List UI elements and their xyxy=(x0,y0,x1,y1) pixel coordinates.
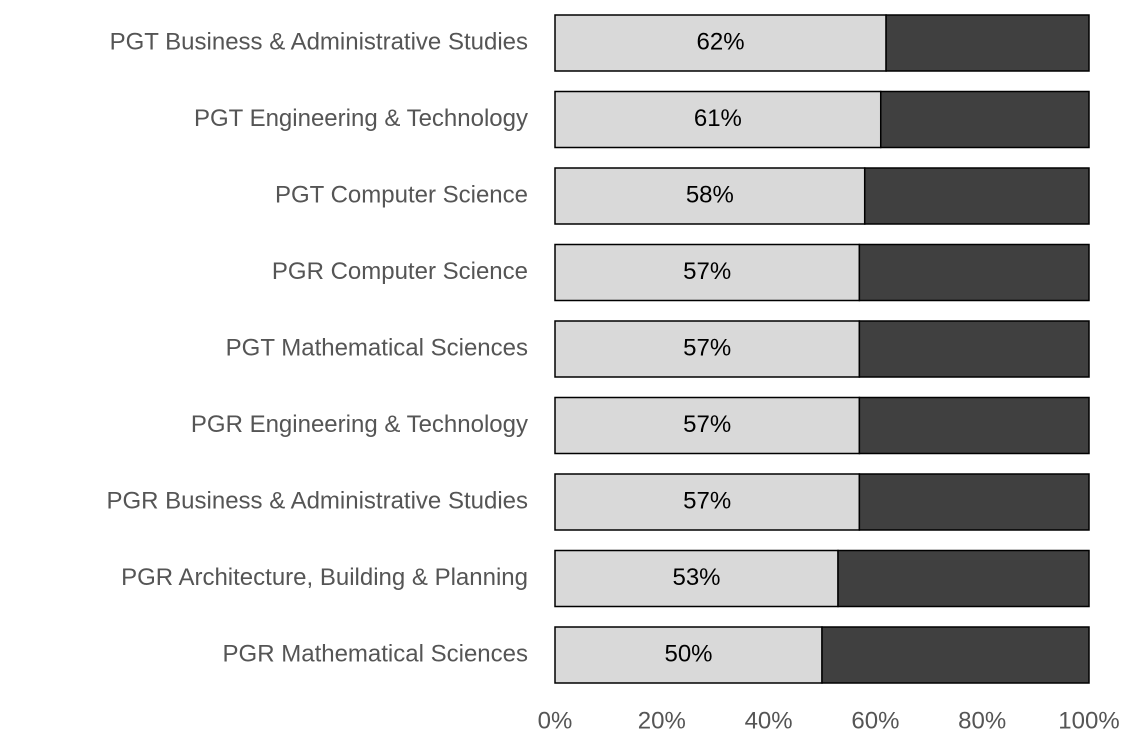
value-label: 62% xyxy=(697,28,745,55)
bar-segment xyxy=(554,14,887,72)
bar-segment xyxy=(858,473,1090,531)
x-tick-label: 20% xyxy=(638,707,686,734)
value-label: 53% xyxy=(672,564,720,591)
category-label: PGR Business & Administrative Studies xyxy=(106,487,528,514)
value-label: 50% xyxy=(664,640,712,667)
bar-segment xyxy=(885,14,1090,72)
bar-segment xyxy=(858,243,1090,302)
bar-segment xyxy=(863,167,1090,225)
category-label: PGT Engineering & Technology xyxy=(194,105,528,132)
bar-segment xyxy=(554,320,861,378)
bar-segment xyxy=(554,626,823,684)
category-label: PGR Mathematical Sciences xyxy=(223,640,528,667)
bar-segment xyxy=(879,90,1090,149)
bar-segment xyxy=(554,243,861,302)
bar-segment xyxy=(858,320,1090,378)
value-label: 57% xyxy=(683,411,731,438)
x-tick-label: 100% xyxy=(1058,707,1119,734)
value-label: 57% xyxy=(683,487,731,514)
category-label: PGR Architecture, Building & Planning xyxy=(121,564,528,591)
category-label: PGR Engineering & Technology xyxy=(191,411,528,438)
bar-segment xyxy=(554,549,839,608)
bar-segment xyxy=(821,626,1090,684)
value-label: 58% xyxy=(686,181,734,208)
bar-segment xyxy=(554,473,861,531)
bar-segment xyxy=(858,396,1090,455)
category-label: PGT Mathematical Sciences xyxy=(226,334,528,361)
bar-segment xyxy=(554,90,882,149)
x-tick-label: 0% xyxy=(538,707,573,734)
category-label: PGT Computer Science xyxy=(275,181,528,208)
x-tick-label: 40% xyxy=(745,707,793,734)
value-label: 57% xyxy=(683,258,731,285)
bar-segment xyxy=(837,549,1090,608)
value-label: 57% xyxy=(683,334,731,361)
bar-segment xyxy=(554,396,861,455)
bar-segment xyxy=(554,167,866,225)
category-label: PGT Business & Administrative Studies xyxy=(110,28,528,55)
category-label: PGR Computer Science xyxy=(272,258,528,285)
value-label: 61% xyxy=(694,105,742,132)
x-tick-label: 80% xyxy=(958,707,1006,734)
x-tick-label: 60% xyxy=(851,707,899,734)
